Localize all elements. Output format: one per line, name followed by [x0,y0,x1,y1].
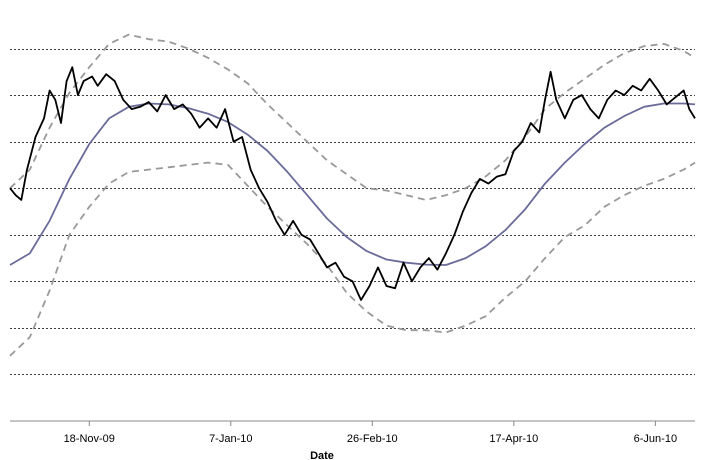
x-tick-label-5: 6-Jun-10 [634,433,677,445]
moving-average-line [9,102,696,266]
x-tick-labels: 18-Nov-09 7-Jan-10 26-Feb-10 17-Apr-10 6-Jun… [64,433,678,445]
x-axis [10,420,695,426]
x-axis-title: Date [310,450,334,460]
x-tick-label-1: 18-Nov-09 [64,433,115,445]
lower-band-line [9,161,696,357]
x-tick-label-4: 17-Apr-10 [489,433,538,445]
x-tick-label-2: 7-Jan-10 [209,433,252,445]
x-tick-label-3: 26-Feb-10 [347,433,398,445]
series-group [9,33,696,357]
price-line [9,66,696,301]
gridlines [10,49,695,375]
upper-band-line [9,33,696,201]
